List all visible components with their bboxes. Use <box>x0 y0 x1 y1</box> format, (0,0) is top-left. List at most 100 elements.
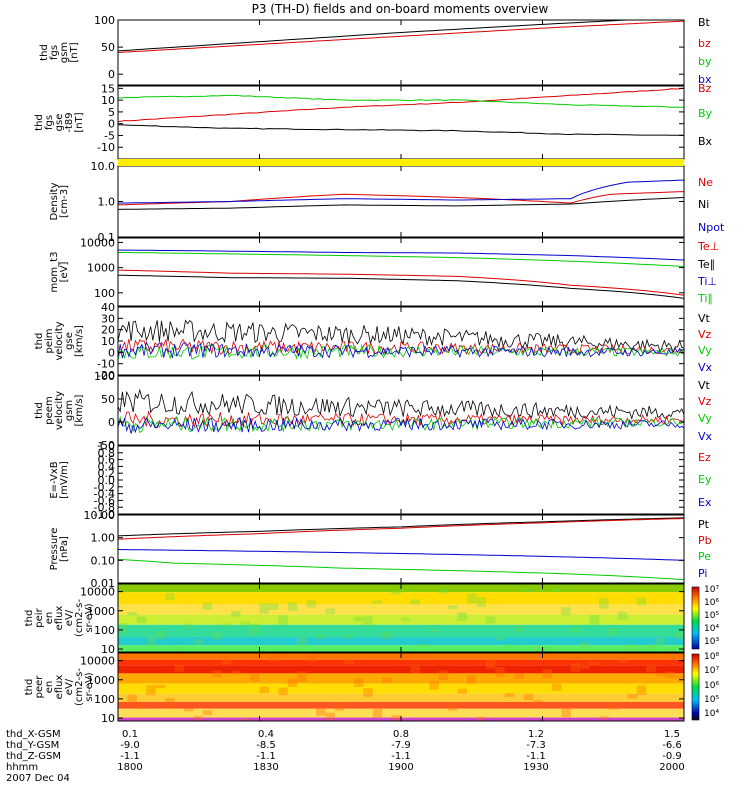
pressure-Pi-line <box>118 549 684 561</box>
spectrogram-cell <box>278 687 288 696</box>
fgs_gse-y-axis-label: gse <box>54 114 65 132</box>
spectrogram-cell <box>665 671 675 679</box>
footer-value: 0.4 <box>258 729 274 740</box>
spectrogram-cell <box>485 657 496 669</box>
spectrogram-cell <box>561 706 571 718</box>
spectrogram-cell <box>231 670 241 675</box>
spectrogram-cell <box>514 673 524 680</box>
spectrogram-cell <box>127 694 137 704</box>
peem_velocity-legend-Vx: Vx <box>698 430 713 443</box>
spectrogram-cell <box>202 602 213 610</box>
spectrogram-cell <box>146 685 156 696</box>
footer-value: 0.8 <box>393 729 409 740</box>
spectrogram-cell <box>485 616 496 624</box>
spectrogram-cell <box>363 616 373 627</box>
peir_eflux-y-axis-label: sr-eV) <box>84 603 95 632</box>
spectrogram-band <box>118 665 684 674</box>
efield-y-tick-label: -0.8 <box>94 501 115 514</box>
peem_velocity-y-axis-label: gsm <box>64 400 75 421</box>
figure-title: P3 (TH-D) fields and on-board moments ov… <box>252 2 549 16</box>
spectrogram-cell <box>391 715 401 721</box>
fgs_gse-y-tick-label: 15 <box>101 82 115 95</box>
spectrogram-cell <box>401 654 411 660</box>
fgs_gse-y-tick-label: 0 <box>108 118 115 131</box>
peim_velocity-y-tick-label: 0 <box>108 346 115 359</box>
spectrogram-cell <box>184 623 194 629</box>
spectrogram-cell <box>382 632 392 640</box>
colorbar-2-tick: 10⁷ <box>704 666 719 676</box>
density-y-tick-label: 0.1 <box>98 231 116 244</box>
spectrogram-cell <box>287 602 298 612</box>
colorbar-2-tick: 10⁸ <box>704 652 719 662</box>
peim_velocity-y-axis-label: peim <box>44 328 55 353</box>
spectrogram-cell <box>165 593 175 601</box>
efield-y-tick-label: 1.0 <box>98 440 116 453</box>
peem_velocity-y-tick-label: 100 <box>94 370 115 383</box>
spectrogram-cell <box>250 623 260 635</box>
fgs_gsm-legend-bz: bz <box>698 37 711 50</box>
fgs_gse-Bx-line <box>118 124 684 136</box>
spectrogram-band <box>118 604 684 615</box>
fgs_gse-y-axis-label: thd <box>34 114 45 131</box>
peem_velocity-legend-Vt: Vt <box>698 379 711 392</box>
spectrogram-cell <box>599 597 609 609</box>
efield-legend-Ey: Ey <box>698 473 712 486</box>
peem_velocity-y-tick-label: -50 <box>97 439 115 452</box>
pressure-y-tick-label: 0.10 <box>91 554 116 567</box>
peem_velocity-y-axis-label: thd <box>34 402 45 419</box>
mom_temp-y-axis-label: mom_t3 <box>49 252 60 293</box>
colorbar-1-tick: 10⁵ <box>704 611 719 621</box>
peim_velocity-y-tick-label: 40 <box>101 301 115 314</box>
pressure-y-tick-label: 10.00 <box>84 509 116 522</box>
peem_velocity-Vz-line <box>118 410 684 429</box>
spectrogram-cell <box>467 593 477 604</box>
peer_eflux-y-axis-label: peer <box>34 675 45 699</box>
spectrogram-cell <box>627 693 637 699</box>
spectrogram-cell <box>268 603 279 610</box>
spectrogram-cell <box>617 656 628 663</box>
spectrogram-cell <box>476 716 486 721</box>
peem_velocity-Vx-line <box>118 417 684 434</box>
spectrogram-cell <box>580 666 590 670</box>
spectrogram-cell <box>448 703 458 711</box>
spectrogram-cell <box>118 623 128 633</box>
peir_eflux-y-axis-label: en <box>44 612 55 625</box>
pressure-Pe-line <box>118 558 684 581</box>
efield-y-tick-label: -0.6 <box>94 494 115 507</box>
peir_eflux-y-axis-label: thd <box>24 610 35 627</box>
peim_velocity-y-tick-label: 20 <box>101 324 115 337</box>
spectrogram-cell <box>193 715 203 721</box>
efield-y-tick-label: -1.0 <box>94 508 115 521</box>
peir_eflux-y-tick-label: 1000 <box>87 605 115 618</box>
spectrogram-cell <box>259 686 269 694</box>
peer_eflux-y-tick-label: 1000 <box>87 674 115 687</box>
spectrogram-cell <box>646 644 656 651</box>
mom_temp-y-axis-label: [eV] <box>59 262 70 283</box>
footer-value: 2000 <box>659 762 684 773</box>
fgs_gsm-y-tick-label: 0 <box>108 68 115 81</box>
fgs_gsm-y-tick-label: 50 <box>101 41 115 54</box>
peir_eflux-y-axis-label: eV/ <box>64 609 75 626</box>
mom_temp-y-tick-label: 100 <box>94 287 115 300</box>
spectrogram-cell <box>551 683 562 691</box>
footer-value: -1.1 <box>256 751 276 762</box>
footer-value: -9.0 <box>120 740 140 751</box>
spectrogram-band <box>118 708 684 718</box>
peim_velocity-y-axis-label: velocity <box>54 321 65 360</box>
pressure-legend-Pi: Pi <box>698 567 707 580</box>
footer-value: -1.1 <box>526 751 546 762</box>
spectrogram-cell <box>202 710 213 716</box>
spectrogram-cell <box>221 656 232 665</box>
peem_velocity-legend-Vy: Vy <box>698 412 712 425</box>
spectrogram-band <box>118 614 684 625</box>
density-y-axis-label: Density <box>49 182 60 220</box>
fgs_gse-y-axis-label: -t89 <box>64 112 75 132</box>
footer-value: 1830 <box>253 762 278 773</box>
fgs_gsm-y-axis-label: fgs <box>49 45 60 60</box>
peer_eflux-spectrogram <box>118 653 684 721</box>
spectrogram-cell <box>146 636 156 647</box>
density-y-tick-label: 1.0 <box>98 196 116 209</box>
mom_temp-legend-Ti⊥: Ti⊥ <box>697 275 717 288</box>
spectrogram-cell <box>174 647 185 652</box>
